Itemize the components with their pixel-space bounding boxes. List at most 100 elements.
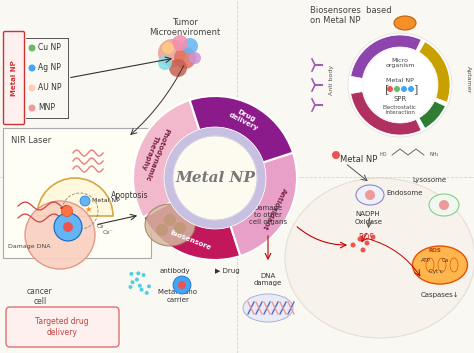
Text: O₂: O₂ xyxy=(97,224,104,229)
Circle shape xyxy=(158,39,186,67)
Ellipse shape xyxy=(394,16,416,30)
Wedge shape xyxy=(143,202,240,260)
Text: Tumor
Microenviroment: Tumor Microenviroment xyxy=(149,18,220,37)
Text: Targeted drug
delivery: Targeted drug delivery xyxy=(35,317,89,337)
Circle shape xyxy=(145,291,149,295)
Circle shape xyxy=(28,104,36,112)
Text: ▶ Drug: ▶ Drug xyxy=(215,268,240,274)
Text: Cyt c: Cyt c xyxy=(429,269,443,274)
Text: O₂⁻: O₂⁻ xyxy=(103,230,114,235)
Wedge shape xyxy=(164,127,266,229)
Text: Cu NP: Cu NP xyxy=(38,43,61,53)
Text: ★: ★ xyxy=(84,204,92,214)
Text: Antioxidant: Antioxidant xyxy=(261,186,288,230)
Circle shape xyxy=(135,277,139,282)
Circle shape xyxy=(147,284,151,288)
Circle shape xyxy=(138,284,142,288)
Wedge shape xyxy=(133,100,200,217)
Text: Photodynamic
Theraphy: Photodynamic Theraphy xyxy=(137,125,170,182)
Circle shape xyxy=(401,86,407,92)
Circle shape xyxy=(365,190,375,200)
Text: NH₂: NH₂ xyxy=(430,152,439,157)
Text: Metal NP: Metal NP xyxy=(92,198,120,203)
Circle shape xyxy=(129,272,133,276)
Text: Ag NP: Ag NP xyxy=(38,64,61,72)
Text: Drug
delivery: Drug delivery xyxy=(228,106,263,132)
Circle shape xyxy=(28,65,36,72)
Circle shape xyxy=(174,47,196,69)
Text: Ca: Ca xyxy=(441,257,448,263)
Wedge shape xyxy=(37,178,113,216)
Ellipse shape xyxy=(356,185,384,205)
Circle shape xyxy=(169,59,187,77)
Text: ]: ] xyxy=(414,84,419,94)
Wedge shape xyxy=(419,42,450,102)
Circle shape xyxy=(182,38,198,54)
Text: Aptamer: Aptamer xyxy=(465,66,471,94)
Text: ROS: ROS xyxy=(428,249,441,253)
Wedge shape xyxy=(351,91,421,135)
Text: Electrostatic
Interaction: Electrostatic Interaction xyxy=(383,104,417,115)
Circle shape xyxy=(137,271,140,275)
Circle shape xyxy=(363,48,437,122)
Wedge shape xyxy=(351,35,421,78)
Circle shape xyxy=(142,273,146,277)
Ellipse shape xyxy=(412,246,467,284)
Text: AU NP: AU NP xyxy=(38,84,62,92)
Ellipse shape xyxy=(285,178,474,338)
Circle shape xyxy=(174,222,186,234)
Text: antibody: antibody xyxy=(160,268,191,274)
Text: ROS: ROS xyxy=(61,219,73,223)
Circle shape xyxy=(394,86,400,92)
Circle shape xyxy=(54,213,82,241)
Text: ATP: ATP xyxy=(421,257,431,263)
Text: Metal NP: Metal NP xyxy=(175,171,255,185)
Wedge shape xyxy=(230,152,297,256)
Circle shape xyxy=(172,35,188,51)
Wedge shape xyxy=(419,101,445,128)
Text: HO: HO xyxy=(380,152,388,157)
Text: Apoptosis: Apoptosis xyxy=(111,191,149,200)
Text: Lysosome: Lysosome xyxy=(412,177,446,183)
Text: NADPH
Oxidase: NADPH Oxidase xyxy=(355,211,383,225)
Circle shape xyxy=(365,240,370,245)
Circle shape xyxy=(164,214,176,226)
FancyBboxPatch shape xyxy=(3,31,25,125)
Text: Micro
organism: Micro organism xyxy=(385,58,415,68)
Text: Endosome: Endosome xyxy=(386,190,422,196)
Text: Damage DNA: Damage DNA xyxy=(8,244,51,249)
Circle shape xyxy=(361,247,365,252)
Text: [: [ xyxy=(385,84,390,94)
Circle shape xyxy=(162,42,174,54)
Ellipse shape xyxy=(243,294,293,322)
Circle shape xyxy=(80,196,90,206)
Text: NIR Laser: NIR Laser xyxy=(11,136,51,145)
Circle shape xyxy=(130,280,135,284)
Circle shape xyxy=(28,84,36,91)
Circle shape xyxy=(128,285,132,289)
Bar xyxy=(3,128,151,258)
Circle shape xyxy=(63,222,73,232)
Ellipse shape xyxy=(145,204,195,246)
Circle shape xyxy=(189,52,201,64)
Circle shape xyxy=(62,205,73,216)
Ellipse shape xyxy=(25,201,95,269)
Circle shape xyxy=(158,56,172,70)
Circle shape xyxy=(173,276,191,294)
Text: Metal NP: Metal NP xyxy=(340,156,377,164)
Text: DNA
damage: DNA damage xyxy=(254,273,282,286)
Circle shape xyxy=(28,44,36,52)
Text: Biosensores  based
on Metal NP: Biosensores based on Metal NP xyxy=(310,6,392,25)
Text: Metal NP: Metal NP xyxy=(11,60,17,96)
Text: SPR: SPR xyxy=(393,96,407,102)
Circle shape xyxy=(178,281,186,289)
Ellipse shape xyxy=(429,194,459,216)
Circle shape xyxy=(350,243,356,247)
Text: Metal nano
carrier: Metal nano carrier xyxy=(158,289,198,303)
Circle shape xyxy=(348,33,452,137)
Circle shape xyxy=(439,200,449,210)
Text: Biosensore: Biosensore xyxy=(169,229,212,251)
Text: cancer
cell: cancer cell xyxy=(27,287,53,306)
Circle shape xyxy=(387,86,393,92)
Circle shape xyxy=(332,151,340,159)
